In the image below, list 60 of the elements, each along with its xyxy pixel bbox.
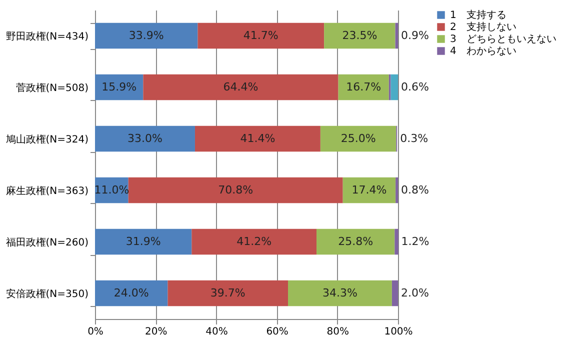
data-label: 34.3% <box>322 286 358 300</box>
bar <box>316 228 395 255</box>
x-tick-label: 80% <box>326 326 350 338</box>
bar <box>392 280 398 306</box>
data-label: 0.9% <box>401 28 429 42</box>
data-label: 0.8% <box>401 183 429 196</box>
data-label: 25.0% <box>340 132 376 145</box>
y-tick-label: 安倍政権(N=350) <box>6 288 89 300</box>
bar <box>390 74 398 100</box>
bar <box>338 74 389 100</box>
x-tick-label: 60% <box>266 326 288 338</box>
y-tick-label: 福田政権(N=260) <box>6 236 89 248</box>
legend-label: 2 支持しない <box>450 21 516 33</box>
x-tick-label: 0% <box>88 326 104 338</box>
legend-label: 4 わからない <box>450 46 516 57</box>
legend-label: 1 支持する <box>450 9 506 21</box>
bar <box>95 22 198 49</box>
y-tick-label: 野田政権(N=434) <box>6 30 89 42</box>
data-label: 70.8% <box>218 183 254 196</box>
data-label: 41.2% <box>236 234 272 248</box>
bar <box>324 22 396 49</box>
bar <box>194 126 320 152</box>
data-label: 1.2% <box>401 234 430 248</box>
bar <box>143 74 338 100</box>
bar <box>168 280 288 306</box>
bar <box>394 228 398 255</box>
x-tick-label: 100% <box>384 326 413 338</box>
data-label: 33.9% <box>128 28 164 42</box>
data-label: 39.7% <box>210 286 246 300</box>
x-tick-label: 20% <box>144 326 168 338</box>
bar <box>128 177 343 204</box>
legend-label: 3 どちらともいえない <box>450 34 556 45</box>
data-label: 16.7% <box>346 80 382 94</box>
data-label: 15.9% <box>102 80 137 94</box>
bar <box>198 22 324 49</box>
bar <box>192 228 316 255</box>
data-label: 25.8% <box>338 234 374 248</box>
bar <box>288 280 392 306</box>
data-label: 41.4% <box>240 132 276 145</box>
data-label: 0.6% <box>401 80 429 94</box>
y-tick-label: 鳩山政権(N=324) <box>6 133 89 146</box>
y-tick-label: 麻生政権(N=363) <box>6 184 89 197</box>
data-label: 17.4% <box>352 183 387 196</box>
data-label: 41.7% <box>243 28 278 42</box>
bar <box>95 228 192 255</box>
data-label: 31.9% <box>126 234 161 248</box>
data-label: 0.3% <box>400 132 428 145</box>
y-tick-label: 菅政権(N=508) <box>16 82 89 94</box>
data-label: 64.4% <box>223 80 258 94</box>
data-label: 33.0% <box>128 132 162 145</box>
bar <box>395 22 398 49</box>
data-label: 2.0% <box>401 286 429 300</box>
bar <box>320 126 396 152</box>
data-label: 11.0% <box>94 183 130 196</box>
bar <box>342 177 396 204</box>
data-label: 23.5% <box>342 28 378 42</box>
x-tick-label: 40% <box>206 326 228 338</box>
data-label: 24.0% <box>114 286 149 300</box>
bar <box>95 126 195 152</box>
bar <box>95 280 168 306</box>
